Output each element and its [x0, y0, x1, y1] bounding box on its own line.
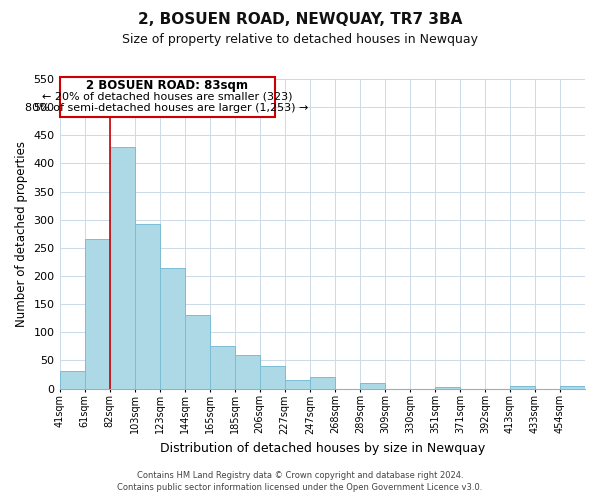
- Bar: [560, 386, 585, 388]
- Text: ← 20% of detached houses are smaller (323): ← 20% of detached houses are smaller (32…: [42, 92, 292, 102]
- Bar: [59, 370, 85, 388]
- Bar: [209, 346, 235, 389]
- Bar: [510, 386, 535, 388]
- Bar: [235, 356, 260, 388]
- Text: 2, BOSUEN ROAD, NEWQUAY, TR7 3BA: 2, BOSUEN ROAD, NEWQUAY, TR7 3BA: [138, 12, 462, 28]
- Bar: [85, 240, 110, 388]
- Bar: [160, 268, 185, 388]
- Bar: [310, 378, 335, 388]
- Text: Contains HM Land Registry data © Crown copyright and database right 2024.
Contai: Contains HM Land Registry data © Crown c…: [118, 471, 482, 492]
- Bar: [134, 224, 160, 388]
- Text: 2 BOSUEN ROAD: 83sqm: 2 BOSUEN ROAD: 83sqm: [86, 79, 248, 92]
- Y-axis label: Number of detached properties: Number of detached properties: [15, 141, 28, 327]
- Bar: [185, 316, 209, 388]
- Bar: [285, 380, 310, 388]
- Bar: [260, 366, 285, 388]
- Bar: [435, 387, 460, 388]
- Bar: [110, 146, 134, 388]
- X-axis label: Distribution of detached houses by size in Newquay: Distribution of detached houses by size …: [160, 442, 485, 455]
- Text: Size of property relative to detached houses in Newquay: Size of property relative to detached ho…: [122, 32, 478, 46]
- Text: 80% of semi-detached houses are larger (1,253) →: 80% of semi-detached houses are larger (…: [25, 103, 309, 113]
- Bar: [360, 383, 385, 388]
